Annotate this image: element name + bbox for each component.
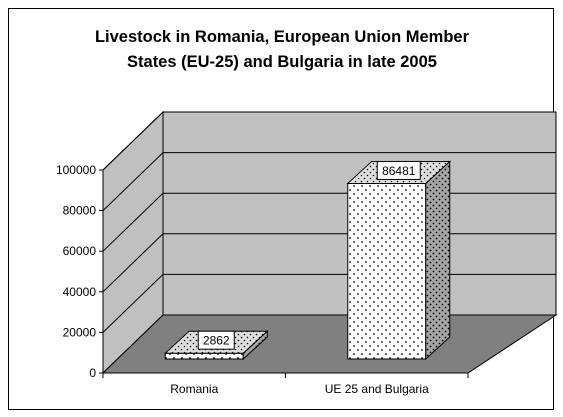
y-axis: 0 20000 40000 60000 80000 100000 xyxy=(56,163,104,380)
data-label: 86481 xyxy=(376,160,421,180)
x-axis: Romania UE 25 and Bulgaria xyxy=(102,372,469,396)
y-tick-label: 40000 xyxy=(63,285,97,299)
y-tick-label: 80000 xyxy=(63,204,97,218)
gridline xyxy=(102,111,556,171)
bar-side xyxy=(425,160,451,361)
bar-2 xyxy=(346,160,452,361)
data-label-box xyxy=(376,160,421,180)
gridline xyxy=(102,152,556,211)
chart-title-line-2: States (EU-25) and Bulgaria in late 2005 xyxy=(127,53,437,71)
y-tick-label: 60000 xyxy=(63,244,97,258)
y-tick-label: 100000 xyxy=(56,163,96,177)
data-label-box xyxy=(197,330,235,350)
data-labels: 2862 86481 xyxy=(197,160,421,350)
x-category-label: Romania xyxy=(170,382,218,396)
floor xyxy=(101,314,558,374)
data-label-value: 86481 xyxy=(382,164,416,178)
y-tick-label: 20000 xyxy=(63,325,97,339)
bar-front xyxy=(347,182,427,360)
bars xyxy=(163,160,452,361)
x-category-label: UE 25 and Bulgaria xyxy=(325,382,429,396)
chart-title: Livestock in Romania, European Union Mem… xyxy=(9,25,555,75)
bar-front xyxy=(164,352,244,360)
chart-title-line-1: Livestock in Romania, European Union Mem… xyxy=(94,28,470,46)
data-label: 2862 xyxy=(197,330,235,350)
y-tick-label: 0 xyxy=(89,366,96,380)
chart-walls xyxy=(101,110,558,375)
data-label-value: 2862 xyxy=(203,334,230,348)
